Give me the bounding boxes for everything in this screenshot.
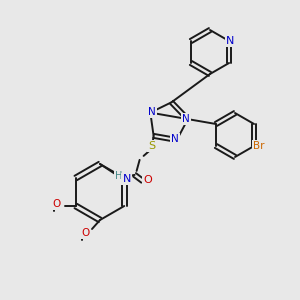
Text: Br: Br: [253, 141, 265, 151]
Text: H: H: [115, 171, 122, 181]
Text: S: S: [148, 141, 155, 151]
Text: O: O: [81, 228, 89, 238]
Text: N: N: [182, 114, 190, 124]
Text: N: N: [122, 174, 131, 184]
Text: O: O: [143, 175, 152, 185]
Text: N: N: [148, 106, 156, 117]
Text: N: N: [226, 36, 234, 46]
Text: O: O: [52, 199, 61, 209]
Text: N: N: [171, 134, 178, 144]
